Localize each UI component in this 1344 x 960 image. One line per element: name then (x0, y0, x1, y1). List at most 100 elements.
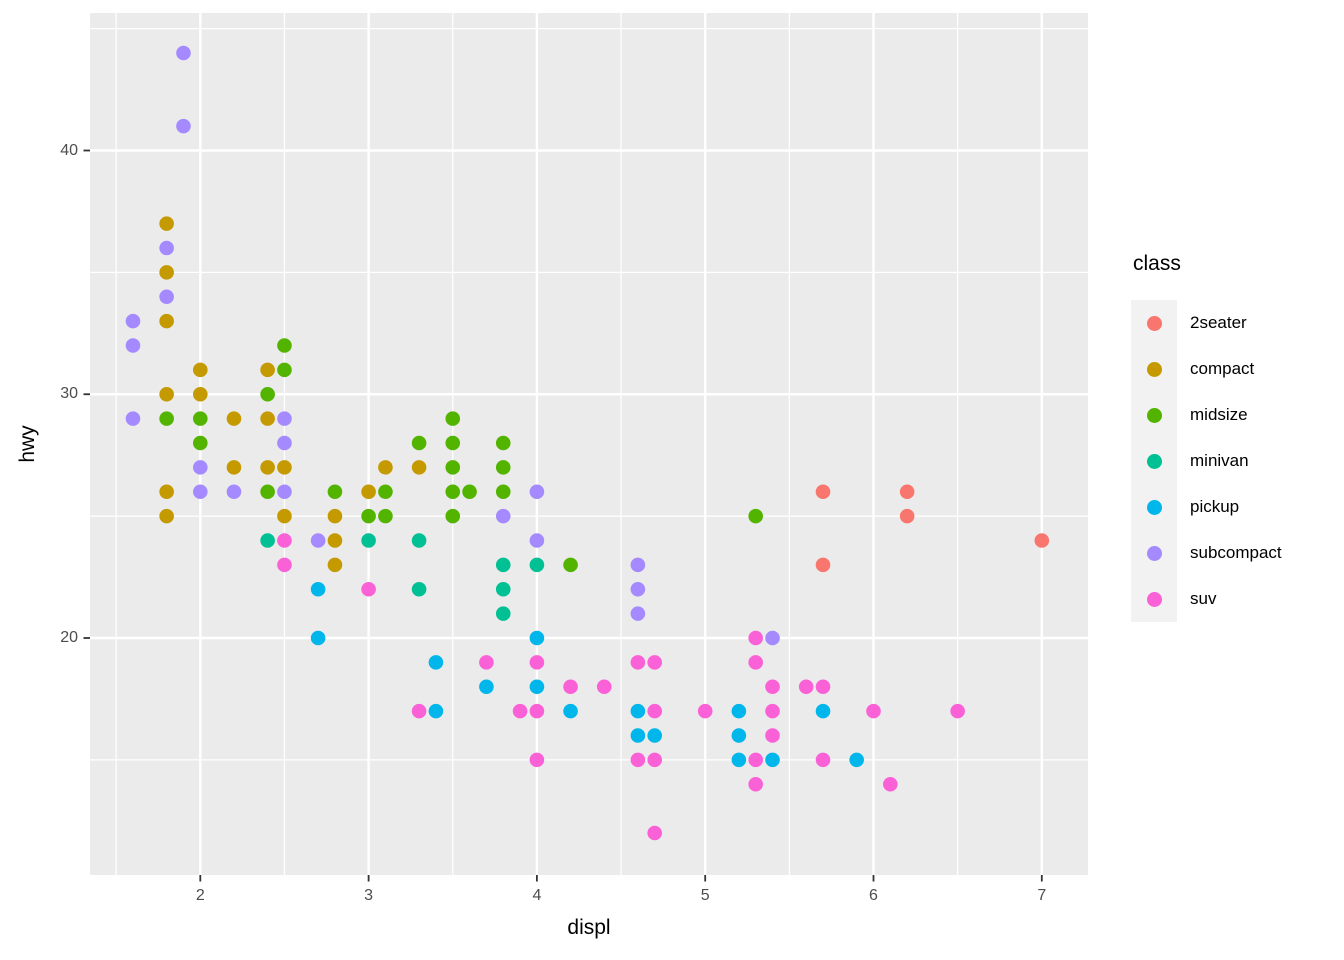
data-point (563, 679, 578, 695)
data-point (277, 460, 292, 475)
data-point (630, 728, 646, 743)
data-point (798, 679, 814, 695)
data-point (277, 362, 292, 378)
data-point (1034, 533, 1050, 548)
y-tick-label: 40 (60, 141, 78, 159)
legend-key (1131, 438, 1177, 484)
data-point (950, 703, 965, 719)
data-point (193, 460, 208, 475)
data-point (529, 679, 545, 695)
data-point (159, 313, 174, 329)
data-point (125, 411, 141, 426)
data-point (277, 338, 292, 353)
data-point (748, 508, 763, 524)
data-point (563, 703, 578, 719)
legend-dot-icon (1146, 361, 1162, 377)
x-tick-label: 7 (1037, 887, 1047, 904)
data-point (647, 655, 663, 670)
data-point (361, 484, 376, 500)
data-point (748, 630, 763, 646)
data-point (159, 484, 174, 500)
data-point (310, 630, 326, 646)
legend-key (1131, 576, 1177, 622)
legend-dot-icon (1146, 453, 1162, 469)
data-point (697, 703, 713, 719)
data-point (193, 386, 208, 402)
legend-title: class (1133, 252, 1181, 275)
data-point (159, 411, 174, 426)
data-point (361, 581, 376, 597)
data-point (529, 557, 545, 573)
data-point (428, 703, 444, 719)
data-point (563, 557, 578, 573)
x-tick-label: 6 (869, 887, 878, 904)
data-point (260, 386, 275, 402)
data-point (411, 533, 427, 548)
data-point (125, 313, 141, 329)
data-point (327, 484, 343, 500)
data-point (176, 118, 191, 134)
y-tick-label: 30 (60, 385, 78, 403)
data-point (495, 460, 511, 475)
data-point (849, 752, 864, 768)
legend: class 2seater compact midsize minivan pickup… (1131, 252, 1282, 622)
data-point (125, 338, 141, 353)
x-axis-title: displ (567, 916, 611, 939)
data-point (883, 776, 898, 792)
data-point (378, 508, 393, 524)
x-tick-label: 4 (532, 887, 542, 904)
data-point (277, 411, 292, 426)
legend-label: midsize (1190, 405, 1248, 424)
data-point (815, 703, 831, 719)
data-point (495, 484, 511, 500)
data-point (529, 484, 545, 500)
legend-label: 2seater (1190, 313, 1247, 332)
legend-entry-suv: suv (1131, 576, 1282, 622)
data-point (378, 460, 393, 475)
data-point (260, 533, 275, 548)
data-point (765, 630, 780, 646)
data-point (193, 362, 208, 378)
data-point (731, 728, 747, 743)
x-tick-label: 5 (700, 887, 710, 904)
data-point (748, 776, 763, 792)
data-point (445, 508, 461, 524)
legend-entry-pickup: pickup (1131, 484, 1282, 530)
data-point (226, 411, 242, 426)
legend-entry-2seater: 2seater (1131, 300, 1282, 346)
data-point (529, 703, 545, 719)
data-point (495, 581, 511, 597)
data-point (815, 557, 831, 573)
data-point (630, 752, 646, 768)
data-point (277, 557, 292, 573)
data-point (226, 484, 242, 500)
data-point (193, 484, 208, 500)
legend-label: suv (1190, 589, 1217, 608)
data-point (495, 606, 511, 621)
data-point (445, 435, 461, 451)
data-point (529, 630, 545, 646)
data-point (445, 460, 461, 475)
data-point (529, 752, 545, 768)
data-point (277, 508, 292, 524)
data-point (411, 581, 427, 597)
data-point (361, 508, 376, 524)
legend-key (1131, 530, 1177, 576)
data-point (647, 728, 663, 743)
data-point (411, 703, 427, 719)
data-point (260, 411, 275, 426)
data-point (159, 265, 174, 280)
data-point (899, 508, 915, 524)
data-point (445, 484, 461, 500)
legend-dot-icon (1146, 407, 1162, 423)
data-point (378, 484, 393, 500)
data-point (479, 679, 494, 695)
data-point (159, 508, 174, 524)
data-point (899, 484, 915, 500)
data-point (495, 508, 511, 524)
data-point (428, 655, 444, 670)
data-point (630, 703, 646, 719)
data-point (731, 703, 747, 719)
legend-dot-icon (1146, 499, 1162, 515)
